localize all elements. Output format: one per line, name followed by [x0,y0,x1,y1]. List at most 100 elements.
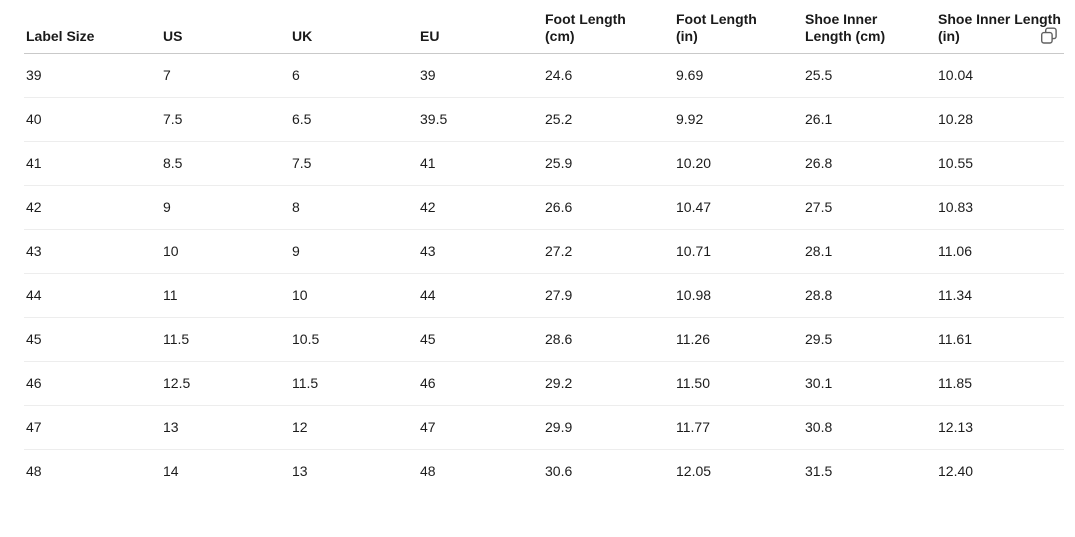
column-header-line: US [163,27,183,44]
cell-foot-length-cm: 29.9 [543,405,674,450]
cell-foot-length-cm: 27.9 [543,273,674,318]
cell-shoe-inner-length-cm: 30.8 [803,405,936,450]
cell-uk: 8 [290,185,418,230]
cell-uk: 10.5 [290,317,418,362]
column-header-line: Foot Length [545,10,626,27]
cell-foot-length-in: 9.69 [674,53,803,98]
cell-label-size: 40 [24,97,161,142]
cell-us: 11.5 [161,317,290,362]
cell-shoe-inner-length-in: 10.83 [936,185,1064,230]
cell-eu: 39 [418,53,543,98]
cell-uk: 10 [290,273,418,318]
column-header-us: US [161,0,290,54]
table-body: 39 7 6 39 24.6 9.69 25.5 10.04 40 7.5 6.5 39.5 25.2 9… [24,53,1064,493]
cell-eu: 44 [418,273,543,318]
column-header-line: (in) [676,27,698,44]
table-row: 41 8.5 7.5 41 25.9 10.20 26.8 10.55 [24,141,1064,186]
cell-uk: 6 [290,53,418,98]
cell-uk: 12 [290,405,418,450]
cell-foot-length-in: 11.26 [674,317,803,362]
cell-uk: 11.5 [290,361,418,406]
cell-us: 13 [161,405,290,450]
cell-foot-length-in: 11.77 [674,405,803,450]
column-header-line: Shoe Inner Length [938,10,1061,27]
cell-foot-length-cm: 24.6 [543,53,674,98]
cell-shoe-inner-length-cm: 31.5 [805,463,833,480]
column-header-line: Length (cm) [805,27,886,44]
cell-eu: 47 [418,405,543,450]
cell-label-size: 45 [24,317,161,362]
table-row: 42 9 8 42 26.6 10.47 27.5 10.83 [24,185,1064,230]
cell-shoe-inner-length-cm: 28.8 [803,273,936,318]
copy-table-button[interactable] [1039,26,1059,46]
cell-shoe-inner-length-cm: 28.1 [803,229,936,274]
shoe-size-table: Label Size US UK EU Foot Length (cm) Foot Leng… [24,0,1064,493]
cell-foot-length-in: 10.71 [674,229,803,274]
cell-foot-length-cm: 27.2 [543,229,674,274]
cell-us: 9 [161,185,290,230]
column-header-line: Label Size [26,27,95,44]
cell-us: 11 [161,273,290,318]
table-row: 39 7 6 39 24.6 9.69 25.5 10.04 [24,53,1064,98]
column-header-foot-length-cm: Foot Length (cm) [543,0,674,54]
cell-shoe-inner-length-cm: 30.1 [803,361,936,406]
cell-eu: 41 [418,141,543,186]
table-row: 48 14 13 48 30.6 12.05 31.5 12.40 [24,449,1064,493]
table-row: 45 11.5 10.5 45 28.6 11.26 29.5 11.61 [24,317,1064,362]
cell-uk: 9 [290,229,418,274]
cell-eu: 42 [418,185,543,230]
cell-foot-length-in: 11.50 [674,361,803,406]
cell-shoe-inner-length-cm: 29.5 [803,317,936,362]
cell-us: 8.5 [161,141,290,186]
column-header-shoe-inner-length-in: Shoe Inner Length (in) [936,0,1064,54]
table-row: 43 10 9 43 27.2 10.71 28.1 11.06 [24,229,1064,274]
table-row: 40 7.5 6.5 39.5 25.2 9.92 26.1 10.28 [24,97,1064,142]
cell-foot-length-in: 10.20 [674,141,803,186]
cell-foot-length-in: 9.92 [674,97,803,142]
cell-foot-length-cm: 26.6 [543,185,674,230]
column-header-line: EU [420,27,440,44]
column-header-line: (cm) [545,27,575,44]
table-row: 44 11 10 44 27.9 10.98 28.8 11.34 [24,273,1064,318]
cell-foot-length-cm: 28.6 [543,317,674,362]
cell-shoe-inner-length-cm: 26.1 [803,97,936,142]
cell-label-size: 39 [24,53,161,98]
copy-icon [1041,27,1057,44]
cell-us: 12.5 [161,361,290,406]
cell-eu: 39.5 [418,97,543,142]
column-header-shoe-inner-length-cm: Shoe Inner Length (cm) [803,0,936,54]
cell-label-size: 43 [24,229,161,274]
table-row: 47 13 12 47 29.9 11.77 30.8 12.13 [24,405,1064,450]
cell-uk: 7.5 [290,141,418,186]
cell-foot-length-cm: 25.2 [543,97,674,142]
column-header-eu: EU [418,0,543,54]
cell-shoe-inner-length-in: 10.28 [936,97,1064,142]
cell-shoe-inner-length-in: 11.61 [936,317,1064,362]
column-header-line: Foot Length [676,10,757,27]
column-header-line: UK [292,27,313,44]
cell-shoe-inner-length-in: 11.85 [936,361,1064,406]
cell-uk: 13 [292,463,308,480]
column-header-label-size: Label Size [24,0,161,54]
cell-label-size: 44 [24,273,161,318]
cell-us: 10 [161,229,290,274]
table-row: 46 12.5 11.5 46 29.2 11.50 30.1 11.85 [24,361,1064,406]
cell-label-size: 42 [24,185,161,230]
cell-label-size: 47 [24,405,161,450]
cell-us: 7.5 [161,97,290,142]
cell-shoe-inner-length-in: 11.34 [936,273,1064,318]
cell-foot-length-in: 10.98 [674,273,803,318]
cell-label-size: 46 [24,361,161,406]
cell-shoe-inner-length-cm: 26.8 [803,141,936,186]
cell-eu: 45 [418,317,543,362]
table-header-row: Label Size US UK EU Foot Length (cm) Foot Leng… [24,0,1064,54]
column-header-line: Shoe Inner [805,10,878,27]
cell-foot-length-cm: 25.9 [543,141,674,186]
cell-eu: 48 [420,463,436,480]
cell-shoe-inner-length-in: 10.04 [936,53,1064,98]
column-header-foot-length-in: Foot Length (in) [674,0,803,54]
cell-us: 14 [163,463,179,480]
cell-label-size: 48 [26,463,42,480]
cell-eu: 43 [418,229,543,274]
